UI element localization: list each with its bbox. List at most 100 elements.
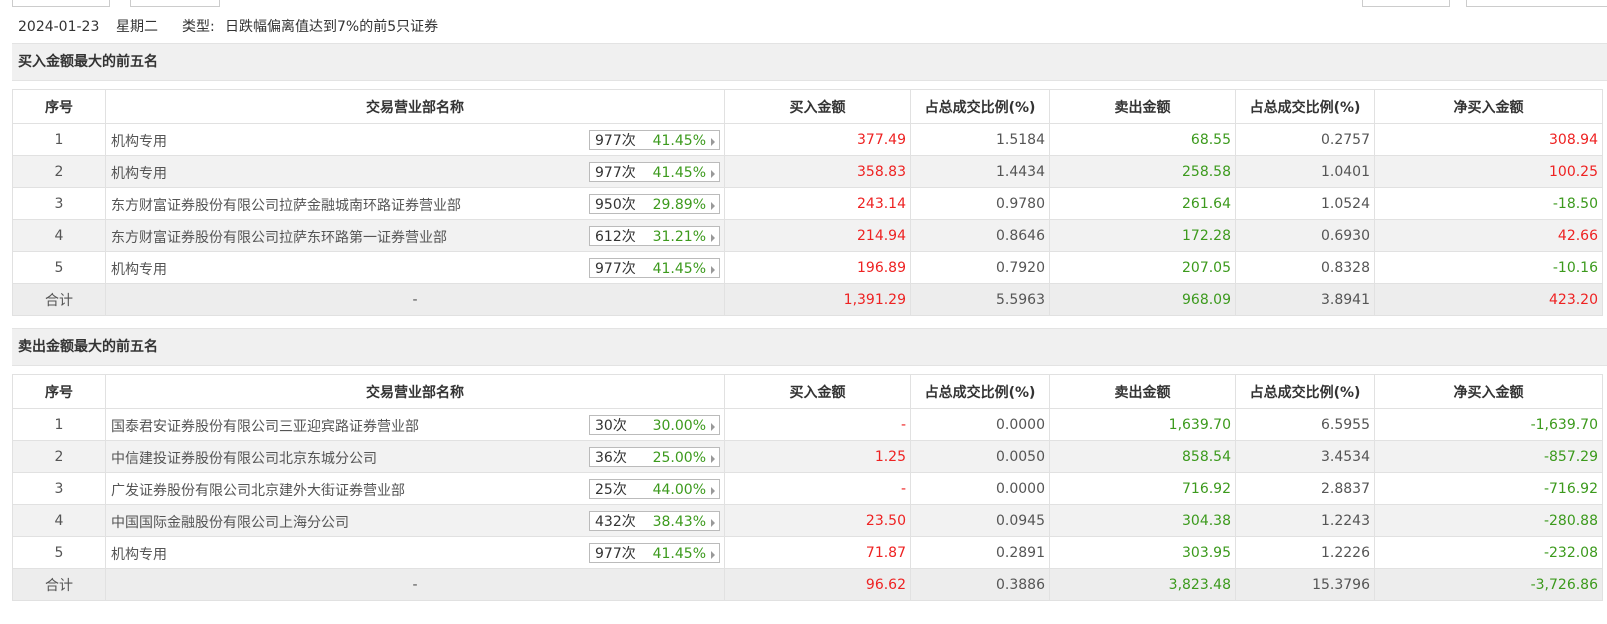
buy-ratio: 0.7920	[910, 251, 1050, 284]
sell-ratio: 3.4534	[1235, 440, 1375, 473]
branch-name[interactable]: 机构专用	[111, 262, 167, 278]
top-button-1[interactable]	[1362, 0, 1450, 7]
table-row[interactable]: 2 机构专用 977次 41.45% 358.83 1.4434 258.58 1.0401 1…	[12, 155, 1603, 188]
sell-amount: 716.92	[1049, 472, 1236, 505]
table-row[interactable]: 5 机构专用 977次 41.45% 71.87 0.2891 303.95 1.2226 -2…	[12, 536, 1603, 569]
caret-right-icon	[711, 455, 715, 463]
column-header[interactable]: 占总成交比例(%)	[1235, 374, 1375, 409]
table-row[interactable]: 3 东方财富证券股份有限公司拉萨金融城南环路证券营业部 950次 29.89% 243.…	[12, 187, 1603, 220]
column-header[interactable]: 占总成交比例(%)	[1235, 89, 1375, 124]
rise-probability: 25.00%	[652, 450, 706, 466]
rise-probability: 41.45%	[652, 261, 706, 277]
rise-probability: 44.00%	[652, 482, 706, 498]
sell-amount: 172.28	[1049, 219, 1236, 252]
column-header[interactable]: 序号	[12, 374, 106, 409]
branch-name[interactable]: 机构专用	[111, 166, 167, 182]
buy-ratio: 0.8646	[910, 219, 1050, 252]
branch-stats-badge[interactable]: 36次 25.00%	[589, 447, 720, 467]
sell-amount: 1,639.70	[1049, 408, 1236, 441]
column-header[interactable]: 交易营业部名称	[105, 374, 725, 409]
top-select-2[interactable]	[130, 0, 220, 7]
total-net-buy-amount: -3,726.86	[1374, 568, 1603, 601]
net-buy-amount: -1,639.70	[1374, 408, 1603, 441]
branch-name[interactable]: 中信建投证券股份有限公司北京东城分公司	[111, 451, 377, 467]
net-buy-amount: -18.50	[1374, 187, 1603, 220]
sell-top5-table: 序号 交易营业部名称 买入金额 占总成交比例(%) 卖出金额 占总成交比例(%) 净买入金额…	[12, 374, 1603, 601]
branch-stats-badge[interactable]: 612次 31.21%	[589, 226, 720, 246]
branch-stats-badge[interactable]: 432次 38.43%	[589, 511, 720, 531]
sell-amount: 68.55	[1049, 123, 1236, 156]
branch-stats-badge[interactable]: 977次 41.45%	[589, 258, 720, 278]
total-sell-amount: 968.09	[1049, 283, 1236, 316]
total-label: 合计	[12, 568, 106, 601]
table-row[interactable]: 3 广发证券股份有限公司北京建外大街证券营业部 25次 44.00% -0.0000 71…	[12, 472, 1603, 505]
sell-amount: 207.05	[1049, 251, 1236, 284]
branch-name[interactable]: 东方财富证券股份有限公司拉萨东环路第一证券营业部	[111, 230, 447, 246]
column-header[interactable]: 买入金额	[724, 89, 911, 124]
column-header[interactable]: 交易营业部名称	[105, 89, 725, 124]
column-header[interactable]: 占总成交比例(%)	[910, 374, 1050, 409]
table-row[interactable]: 5 机构专用 977次 41.45% 196.89 0.7920 207.05 0.8328-…	[12, 251, 1603, 284]
row-index: 2	[12, 155, 106, 188]
table-row[interactable]: 1 国泰君安证券股份有限公司三亚迎宾路证券营业部 30次 30.00% -0.0000 1…	[12, 408, 1603, 441]
branch-stats-badge[interactable]: 977次 41.45%	[589, 130, 720, 150]
column-header[interactable]: 序号	[12, 89, 106, 124]
listing-count: 950次	[595, 197, 636, 213]
buy-amount: 1.25	[724, 440, 911, 473]
branch-cell: 机构专用 977次 41.45%	[105, 536, 725, 569]
table-header-row: 序号 交易营业部名称 买入金额 占总成交比例(%) 卖出金额 占总成交比例(%) 净买入金额	[12, 374, 1603, 409]
total-buy-amount: 1,391.29	[724, 283, 911, 316]
table-row[interactable]: 4 东方财富证券股份有限公司拉萨东环路第一证券营业部 612次 31.21% 214.9…	[12, 219, 1603, 252]
column-header[interactable]: 净买入金额	[1374, 89, 1603, 124]
row-index: 1	[12, 123, 106, 156]
table-row[interactable]: 2 中信建投证券股份有限公司北京东城分公司 36次 25.00% 1.25 0.0050 8…	[12, 440, 1603, 473]
branch-stats-badge[interactable]: 977次 41.45%	[589, 543, 720, 563]
buy-amount: -	[724, 408, 911, 441]
branch-name[interactable]: 机构专用	[111, 547, 167, 563]
sell-ratio: 2.8837	[1235, 472, 1375, 505]
listing-count: 25次	[595, 482, 627, 498]
row-index: 1	[12, 408, 106, 441]
column-header[interactable]: 卖出金额	[1049, 89, 1236, 124]
sell-ratio: 1.0401	[1235, 155, 1375, 188]
branch-name[interactable]: 国泰君安证券股份有限公司三亚迎宾路证券营业部	[111, 419, 419, 435]
sell-amount: 303.95	[1049, 536, 1236, 569]
net-buy-amount: -716.92	[1374, 472, 1603, 505]
rise-probability: 41.45%	[652, 133, 706, 149]
sell-ratio: 0.6930	[1235, 219, 1375, 252]
top-select-1[interactable]	[12, 0, 110, 7]
column-header[interactable]: 占总成交比例(%)	[910, 89, 1050, 124]
column-header[interactable]: 净买入金额	[1374, 374, 1603, 409]
net-buy-amount: 42.66	[1374, 219, 1603, 252]
branch-name[interactable]: 广发证券股份有限公司北京建外大街证券营业部	[111, 483, 405, 499]
row-index: 4	[12, 504, 106, 537]
table-row[interactable]: 1 机构专用 977次 41.45% 377.49 1.5184 68.55 0.2757 30…	[12, 123, 1603, 156]
branch-name[interactable]: 中国国际金融股份有限公司上海分公司	[111, 515, 349, 531]
branch-name[interactable]: 东方财富证券股份有限公司拉萨金融城南环路证券营业部	[111, 198, 461, 214]
branch-stats-badge[interactable]: 25次 44.00%	[589, 479, 720, 499]
net-buy-amount: -280.88	[1374, 504, 1603, 537]
table-row[interactable]: 4 中国国际金融股份有限公司上海分公司 432次 38.43% 23.50 0.0945 3…	[12, 504, 1603, 537]
top-button-2[interactable]	[1466, 0, 1607, 7]
weekday-label: 星期二	[116, 19, 158, 35]
branch-stats-badge[interactable]: 950次 29.89%	[589, 194, 720, 214]
caret-right-icon	[711, 170, 715, 178]
listing-count: 612次	[595, 229, 636, 245]
buy-amount: 243.14	[724, 187, 911, 220]
type-label: 类型:	[182, 19, 215, 35]
net-buy-amount: -232.08	[1374, 536, 1603, 569]
column-header[interactable]: 买入金额	[724, 374, 911, 409]
branch-stats-badge[interactable]: 30次 30.00%	[589, 415, 720, 435]
rise-probability: 38.43%	[652, 514, 706, 530]
branch-name[interactable]: 机构专用	[111, 134, 167, 150]
column-header[interactable]: 卖出金额	[1049, 374, 1236, 409]
caret-right-icon	[711, 487, 715, 495]
total-sell-amount: 3,823.48	[1049, 568, 1236, 601]
row-index: 5	[12, 251, 106, 284]
buy-ratio: 1.4434	[910, 155, 1050, 188]
branch-stats-badge[interactable]: 977次 41.45%	[589, 162, 720, 182]
net-buy-amount: -10.16	[1374, 251, 1603, 284]
buy-amount: -	[724, 472, 911, 505]
branch-cell: 东方财富证券股份有限公司拉萨东环路第一证券营业部 612次 31.21%	[105, 219, 725, 252]
sell-ratio: 1.0524	[1235, 187, 1375, 220]
